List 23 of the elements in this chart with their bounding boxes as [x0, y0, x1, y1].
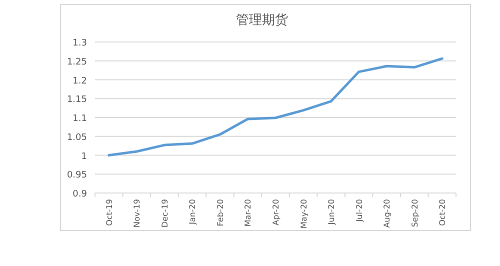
x-tick-label: Nov-19 [132, 199, 142, 228]
x-tick-label: Oct-19 [104, 199, 114, 226]
title: 管理期货 [236, 13, 288, 28]
x-tick-label: Dec-19 [160, 199, 170, 228]
y-tick-label: 1 [81, 152, 87, 162]
x-tick-label: Oct-20 [438, 199, 448, 226]
y-tick-label: 0.9 [72, 190, 88, 200]
x-tick-label: Jul-20 [354, 199, 364, 223]
y-tick-label: 1.05 [66, 132, 87, 143]
x-tick-label: Jun-20 [327, 199, 336, 226]
x-tick-label: Jan-20 [188, 199, 198, 226]
x-tick-label: Aug-20 [382, 199, 392, 228]
x-tick-label: Apr-20 [272, 199, 280, 226]
y-tick-label: 1.25 [66, 57, 87, 68]
x-tick-label: Mar-20 [244, 199, 253, 227]
x-tick-label: May-20 [299, 199, 308, 228]
y-tick-label: 0.95 [66, 170, 87, 181]
y-tick-label: 1.3 [72, 38, 87, 48]
x-tick-label: Sep-20 [410, 199, 420, 228]
y-tick-label: 1.15 [66, 95, 87, 106]
y-tick-label: 1.2 [72, 76, 87, 86]
y-tick-label: 1.1 [72, 114, 87, 124]
x-tick-label: Feb-20 [216, 199, 225, 226]
